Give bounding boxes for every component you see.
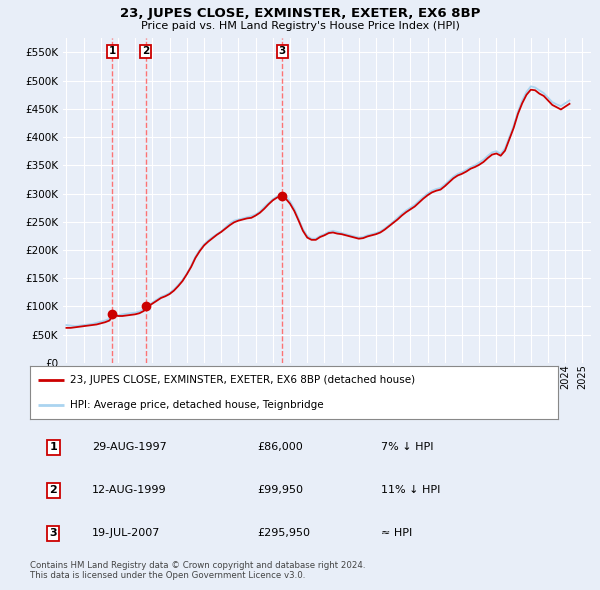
Text: £86,000: £86,000 <box>257 442 302 453</box>
Text: 7% ↓ HPI: 7% ↓ HPI <box>381 442 433 453</box>
Text: 12-AUG-1999: 12-AUG-1999 <box>92 486 167 495</box>
Text: Contains HM Land Registry data © Crown copyright and database right 2024.: Contains HM Land Registry data © Crown c… <box>30 560 365 569</box>
Text: 2: 2 <box>49 486 57 495</box>
Text: 23, JUPES CLOSE, EXMINSTER, EXETER, EX6 8BP: 23, JUPES CLOSE, EXMINSTER, EXETER, EX6 … <box>120 7 480 20</box>
Text: £295,950: £295,950 <box>257 528 310 538</box>
Text: 1: 1 <box>49 442 57 453</box>
Text: 2: 2 <box>142 47 149 57</box>
Text: HPI: Average price, detached house, Teignbridge: HPI: Average price, detached house, Teig… <box>70 399 323 409</box>
Text: 3: 3 <box>49 528 57 538</box>
Text: This data is licensed under the Open Government Licence v3.0.: This data is licensed under the Open Gov… <box>30 571 305 580</box>
Text: 19-JUL-2007: 19-JUL-2007 <box>92 528 160 538</box>
Text: 29-AUG-1997: 29-AUG-1997 <box>92 442 167 453</box>
Text: 11% ↓ HPI: 11% ↓ HPI <box>381 486 440 495</box>
Text: Price paid vs. HM Land Registry's House Price Index (HPI): Price paid vs. HM Land Registry's House … <box>140 21 460 31</box>
Text: 23, JUPES CLOSE, EXMINSTER, EXETER, EX6 8BP (detached house): 23, JUPES CLOSE, EXMINSTER, EXETER, EX6 … <box>70 375 415 385</box>
Text: 1: 1 <box>109 47 116 57</box>
Text: £99,950: £99,950 <box>257 486 303 495</box>
Text: ≈ HPI: ≈ HPI <box>381 528 412 538</box>
Text: 3: 3 <box>278 47 286 57</box>
